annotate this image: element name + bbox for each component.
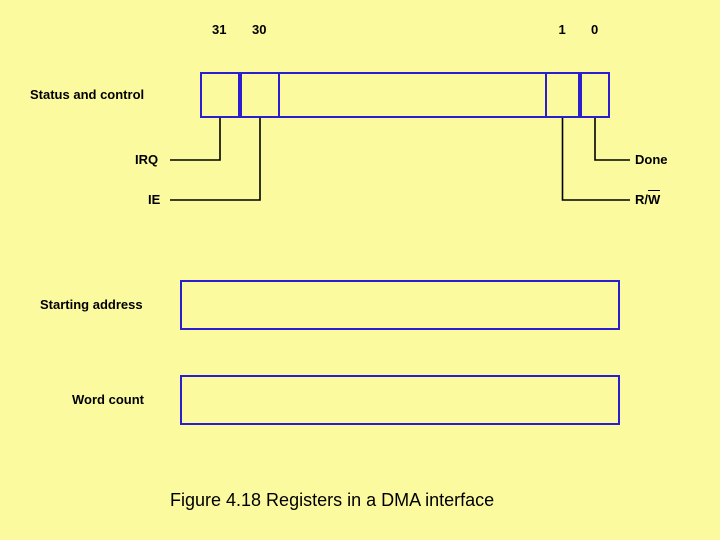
bit-label-0: 0	[591, 22, 598, 37]
label-w-overline: W	[648, 192, 660, 207]
label-status-and-control: Status and control	[30, 87, 144, 102]
label-starting-address: Starting address	[40, 297, 143, 312]
starting-address-register-box	[180, 280, 620, 330]
status-bit-1-cell	[545, 72, 580, 118]
label-ie: IE	[148, 192, 160, 207]
bit-label-1: 1	[559, 22, 566, 37]
word-count-register-box	[180, 375, 620, 425]
label-word-count: Word count	[72, 392, 144, 407]
label-done: Done	[635, 152, 668, 167]
bit-label-30: 30	[252, 22, 266, 37]
status-bit-31-cell	[200, 72, 240, 118]
label-irq: IRQ	[135, 152, 158, 167]
status-bit-30-cell	[240, 72, 280, 118]
label-r-w: R/W	[635, 192, 660, 207]
bit-label-31: 31	[212, 22, 226, 37]
figure-caption: Figure 4.18 Registers in a DMA interface	[170, 490, 494, 511]
label-r-slash: R/	[635, 192, 648, 207]
status-bit-0-cell	[580, 72, 610, 118]
